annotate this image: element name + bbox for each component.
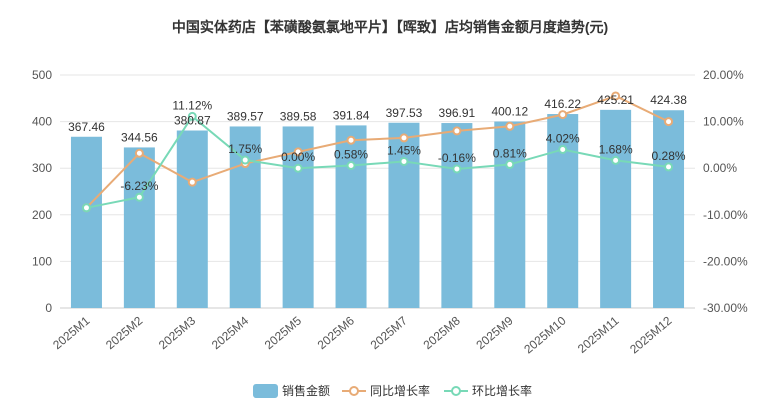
y-right-tick-label: -10.00% [703, 208, 748, 222]
bar [282, 126, 314, 308]
y-left-tick-label: 100 [32, 254, 52, 268]
yoy-point [664, 117, 674, 127]
bar [494, 121, 526, 308]
mom-data-label: 11.12% [172, 98, 212, 112]
y-right-tick-label: -30.00% [703, 301, 748, 315]
bar-data-label: 380.87 [174, 114, 211, 128]
mom-data-label: 0.28% [652, 149, 686, 163]
legend-label: 同比增长率 [370, 383, 430, 398]
bar-data-label: 425.21 [597, 93, 634, 107]
yoy-line [85, 94, 669, 209]
legend-bar-swatch [253, 384, 278, 398]
mom-data-label: -6.23% [120, 179, 158, 193]
bar-data-label: 389.58 [280, 109, 317, 123]
y-left-tick-label: 500 [32, 68, 52, 82]
mom-data-label: 1.75% [228, 142, 262, 156]
legend-label: 销售金额 [282, 383, 330, 398]
y-left-tick-label: 0 [45, 301, 52, 315]
y-left-tick-label: 400 [32, 115, 52, 129]
x-tick-label: 2025M5 [262, 313, 304, 352]
mom-point [505, 159, 515, 169]
legend-mom-marker [451, 386, 461, 396]
legend-yoy-marker [349, 386, 359, 396]
y-right-tick-label: -20.00% [703, 254, 748, 268]
y-left-tick-label: 200 [32, 208, 52, 222]
x-tick-label: 2025M4 [209, 313, 251, 352]
bar-data-label: 344.56 [121, 130, 158, 144]
y-left-tick-label: 300 [32, 161, 52, 175]
bar [335, 125, 367, 308]
mom-point [240, 155, 250, 165]
y-right-tick-label: 20.00% [703, 68, 744, 82]
mom-point [81, 203, 91, 213]
yoy-point [134, 148, 144, 158]
bar [441, 123, 473, 308]
x-tick-label: 2025M2 [103, 313, 145, 352]
bar-data-label: 389.57 [227, 109, 264, 123]
bar [123, 147, 155, 308]
mom-data-label: 0.00% [281, 150, 315, 164]
x-tick-label: 2025M7 [368, 313, 410, 352]
x-tick-label: 2025M12 [627, 313, 675, 356]
mom-point [134, 192, 144, 202]
x-tick-label: 2025M10 [521, 313, 569, 356]
x-tick-label: 2025M3 [156, 313, 198, 352]
bar [176, 130, 208, 308]
mom-point [399, 156, 409, 166]
bar-data-label: 424.38 [650, 93, 687, 107]
mom-data-label: 1.68% [599, 142, 633, 156]
mom-data-label: 4.02% [546, 131, 580, 145]
yoy-point [505, 121, 515, 131]
yoy-point [558, 110, 568, 120]
bar [653, 110, 685, 308]
yoy-point [452, 126, 462, 136]
mom-data-label: -0.16% [438, 151, 476, 165]
yoy-point [611, 91, 621, 101]
bar-data-label: 391.84 [333, 108, 370, 122]
yoy-point [293, 147, 303, 157]
mom-point [558, 144, 568, 154]
mom-point [611, 155, 621, 165]
yoy-point [399, 133, 409, 143]
mom-line [86, 114, 669, 209]
x-tick-label: 2025M9 [473, 313, 515, 352]
x-tick-label: 2025M6 [315, 313, 357, 352]
legend-label: 环比增长率 [472, 383, 532, 398]
mom-point [346, 160, 356, 170]
bar [70, 136, 102, 308]
bar-data-label: 367.46 [68, 120, 105, 134]
mom-point [187, 111, 197, 121]
y-right-tick-label: 10.00% [703, 115, 744, 129]
x-tick-label: 2025M1 [50, 313, 92, 352]
x-tick-label: 2025M8 [421, 313, 463, 352]
mom-point [452, 164, 462, 174]
bar [388, 122, 420, 308]
mom-data-label: 0.58% [334, 147, 368, 161]
mom-data-label: 0.81% [493, 146, 527, 160]
bar-data-label: 396.91 [439, 106, 476, 120]
mom-point [664, 162, 674, 172]
mom-data-label: 1.45% [387, 143, 421, 157]
mom-point [293, 163, 303, 173]
bar-data-label: 416.22 [544, 97, 581, 111]
y-right-tick-label: 0.00% [703, 161, 737, 175]
bar [600, 109, 632, 308]
bar-data-label: 397.53 [386, 106, 423, 120]
chart-title: 中国实体药店【苯磺酸氨氯地平片】【晖致】店均销售金额月度趋势(元) [171, 19, 609, 35]
yoy-point [346, 135, 356, 145]
x-tick-label: 2025M11 [575, 313, 622, 356]
bar-data-label: 400.12 [491, 105, 528, 119]
yoy-point [187, 177, 197, 187]
